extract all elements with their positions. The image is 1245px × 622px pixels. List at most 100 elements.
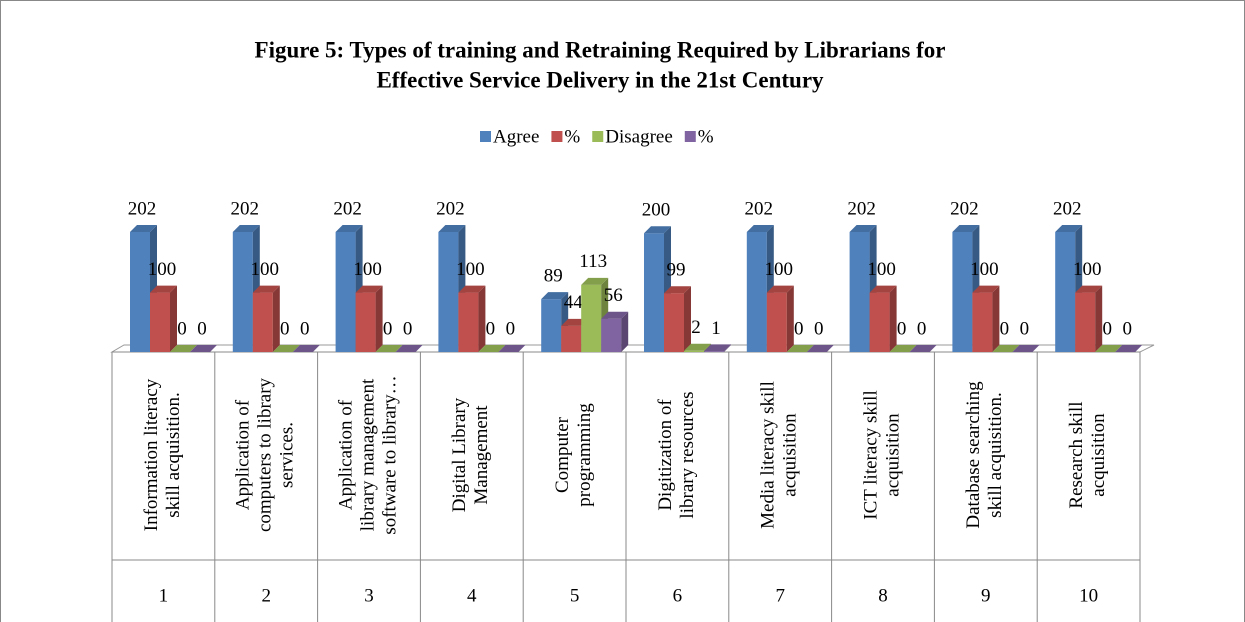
legend-label: Disagree xyxy=(605,126,673,147)
data-label: 0 xyxy=(814,318,824,339)
bar-front xyxy=(766,292,787,352)
bar xyxy=(498,345,526,352)
data-label: 2 xyxy=(691,317,701,338)
x-tick-label: Application of xyxy=(335,399,356,510)
chart-title: Effective Service Delivery in the 21st C… xyxy=(376,67,824,92)
bar-front xyxy=(704,351,724,352)
x-tick-number: 6 xyxy=(673,585,683,606)
bar xyxy=(1115,345,1143,352)
legend-swatch xyxy=(551,131,563,142)
bar-top xyxy=(909,345,937,352)
bar-top xyxy=(972,285,1000,293)
bar-top xyxy=(746,225,774,232)
data-label: 202 xyxy=(436,198,465,219)
data-label: 100 xyxy=(251,259,280,280)
bar xyxy=(375,345,403,352)
bar-top xyxy=(644,226,671,234)
x-tick-label: skill acquisition. xyxy=(163,392,184,518)
bar-front xyxy=(869,292,890,352)
data-label: 100 xyxy=(1073,259,1102,280)
data-label: 0 xyxy=(1102,318,1112,339)
x-tick-label: Information literacy xyxy=(141,378,162,531)
bar-side xyxy=(375,285,383,352)
x-tick-label: Application of xyxy=(233,399,254,510)
legend-label: Agree xyxy=(493,126,539,147)
data-label: 0 xyxy=(486,318,496,339)
data-label: 202 xyxy=(745,198,774,219)
bar-top xyxy=(601,311,629,319)
data-label: 202 xyxy=(128,198,157,219)
x-tick-label: Research skill xyxy=(1066,401,1087,508)
bar xyxy=(786,345,814,352)
bar xyxy=(252,285,280,352)
data-label: 0 xyxy=(1000,318,1010,339)
data-label: 100 xyxy=(867,259,896,280)
legend-swatch xyxy=(480,131,491,142)
bar xyxy=(704,344,731,352)
x-tick-label: Computer xyxy=(552,416,573,493)
bar-top xyxy=(869,285,897,293)
bar xyxy=(806,345,834,352)
x-tick-number: 7 xyxy=(775,585,785,606)
bar-front xyxy=(355,292,376,352)
x-tick-label: library resources xyxy=(677,391,698,518)
bar-top xyxy=(541,292,569,300)
bar-top xyxy=(170,345,197,352)
x-tick-label: programming xyxy=(574,403,595,507)
data-label: 0 xyxy=(280,318,290,339)
bar xyxy=(395,345,423,352)
bar-top xyxy=(150,285,177,293)
bar xyxy=(355,285,383,352)
x-tick-number: 1 xyxy=(159,585,169,606)
bar-top xyxy=(889,345,917,352)
data-label: 202 xyxy=(847,198,876,219)
bar-front xyxy=(561,325,582,352)
bar-front xyxy=(1055,232,1076,352)
bar-top xyxy=(355,285,383,293)
data-label: 200 xyxy=(642,200,671,221)
x-tick-number: 3 xyxy=(364,585,374,606)
bar xyxy=(889,345,917,352)
bar-top xyxy=(1075,285,1103,293)
bar-front xyxy=(601,318,622,352)
bar-top xyxy=(664,286,691,294)
bar-side xyxy=(272,285,280,352)
data-label: 0 xyxy=(177,318,187,339)
data-label: 0 xyxy=(1020,318,1030,339)
bar-front xyxy=(644,233,664,352)
bar-side xyxy=(170,285,177,352)
bar-top xyxy=(581,277,609,285)
bar xyxy=(909,345,937,352)
bar-front xyxy=(581,284,602,352)
x-tick-label: library management xyxy=(357,378,378,531)
bar xyxy=(992,345,1020,352)
bar xyxy=(150,285,177,352)
data-label: 100 xyxy=(456,259,485,280)
bar-top xyxy=(130,225,157,232)
bar-side xyxy=(1095,285,1103,352)
x-tick-number: 4 xyxy=(467,585,477,606)
x-tick-label: skill acquisition. xyxy=(985,392,1006,518)
bar-top xyxy=(786,345,814,352)
bar-side xyxy=(724,344,731,352)
bar xyxy=(1075,285,1103,352)
data-label: 44 xyxy=(564,292,584,313)
x-tick-label: Database searching xyxy=(963,381,984,529)
bar xyxy=(1095,345,1123,352)
bar-side xyxy=(786,285,794,352)
data-label: 113 xyxy=(579,251,607,272)
bar-top xyxy=(272,345,300,352)
x-tick-label: Digitization of xyxy=(655,399,676,511)
x-tick-label: software to library… xyxy=(379,375,400,534)
bar-side xyxy=(684,286,691,352)
data-label: 0 xyxy=(403,318,413,339)
data-label: 0 xyxy=(897,318,907,339)
data-label: 0 xyxy=(506,318,516,339)
bar-top xyxy=(1012,345,1040,352)
bar xyxy=(478,345,506,352)
bar xyxy=(869,285,897,352)
bar-front xyxy=(1075,292,1096,352)
x-tick-label: computers to library xyxy=(255,377,276,532)
x-tick-label: Digital Library xyxy=(449,397,470,512)
bar-top xyxy=(335,225,363,232)
